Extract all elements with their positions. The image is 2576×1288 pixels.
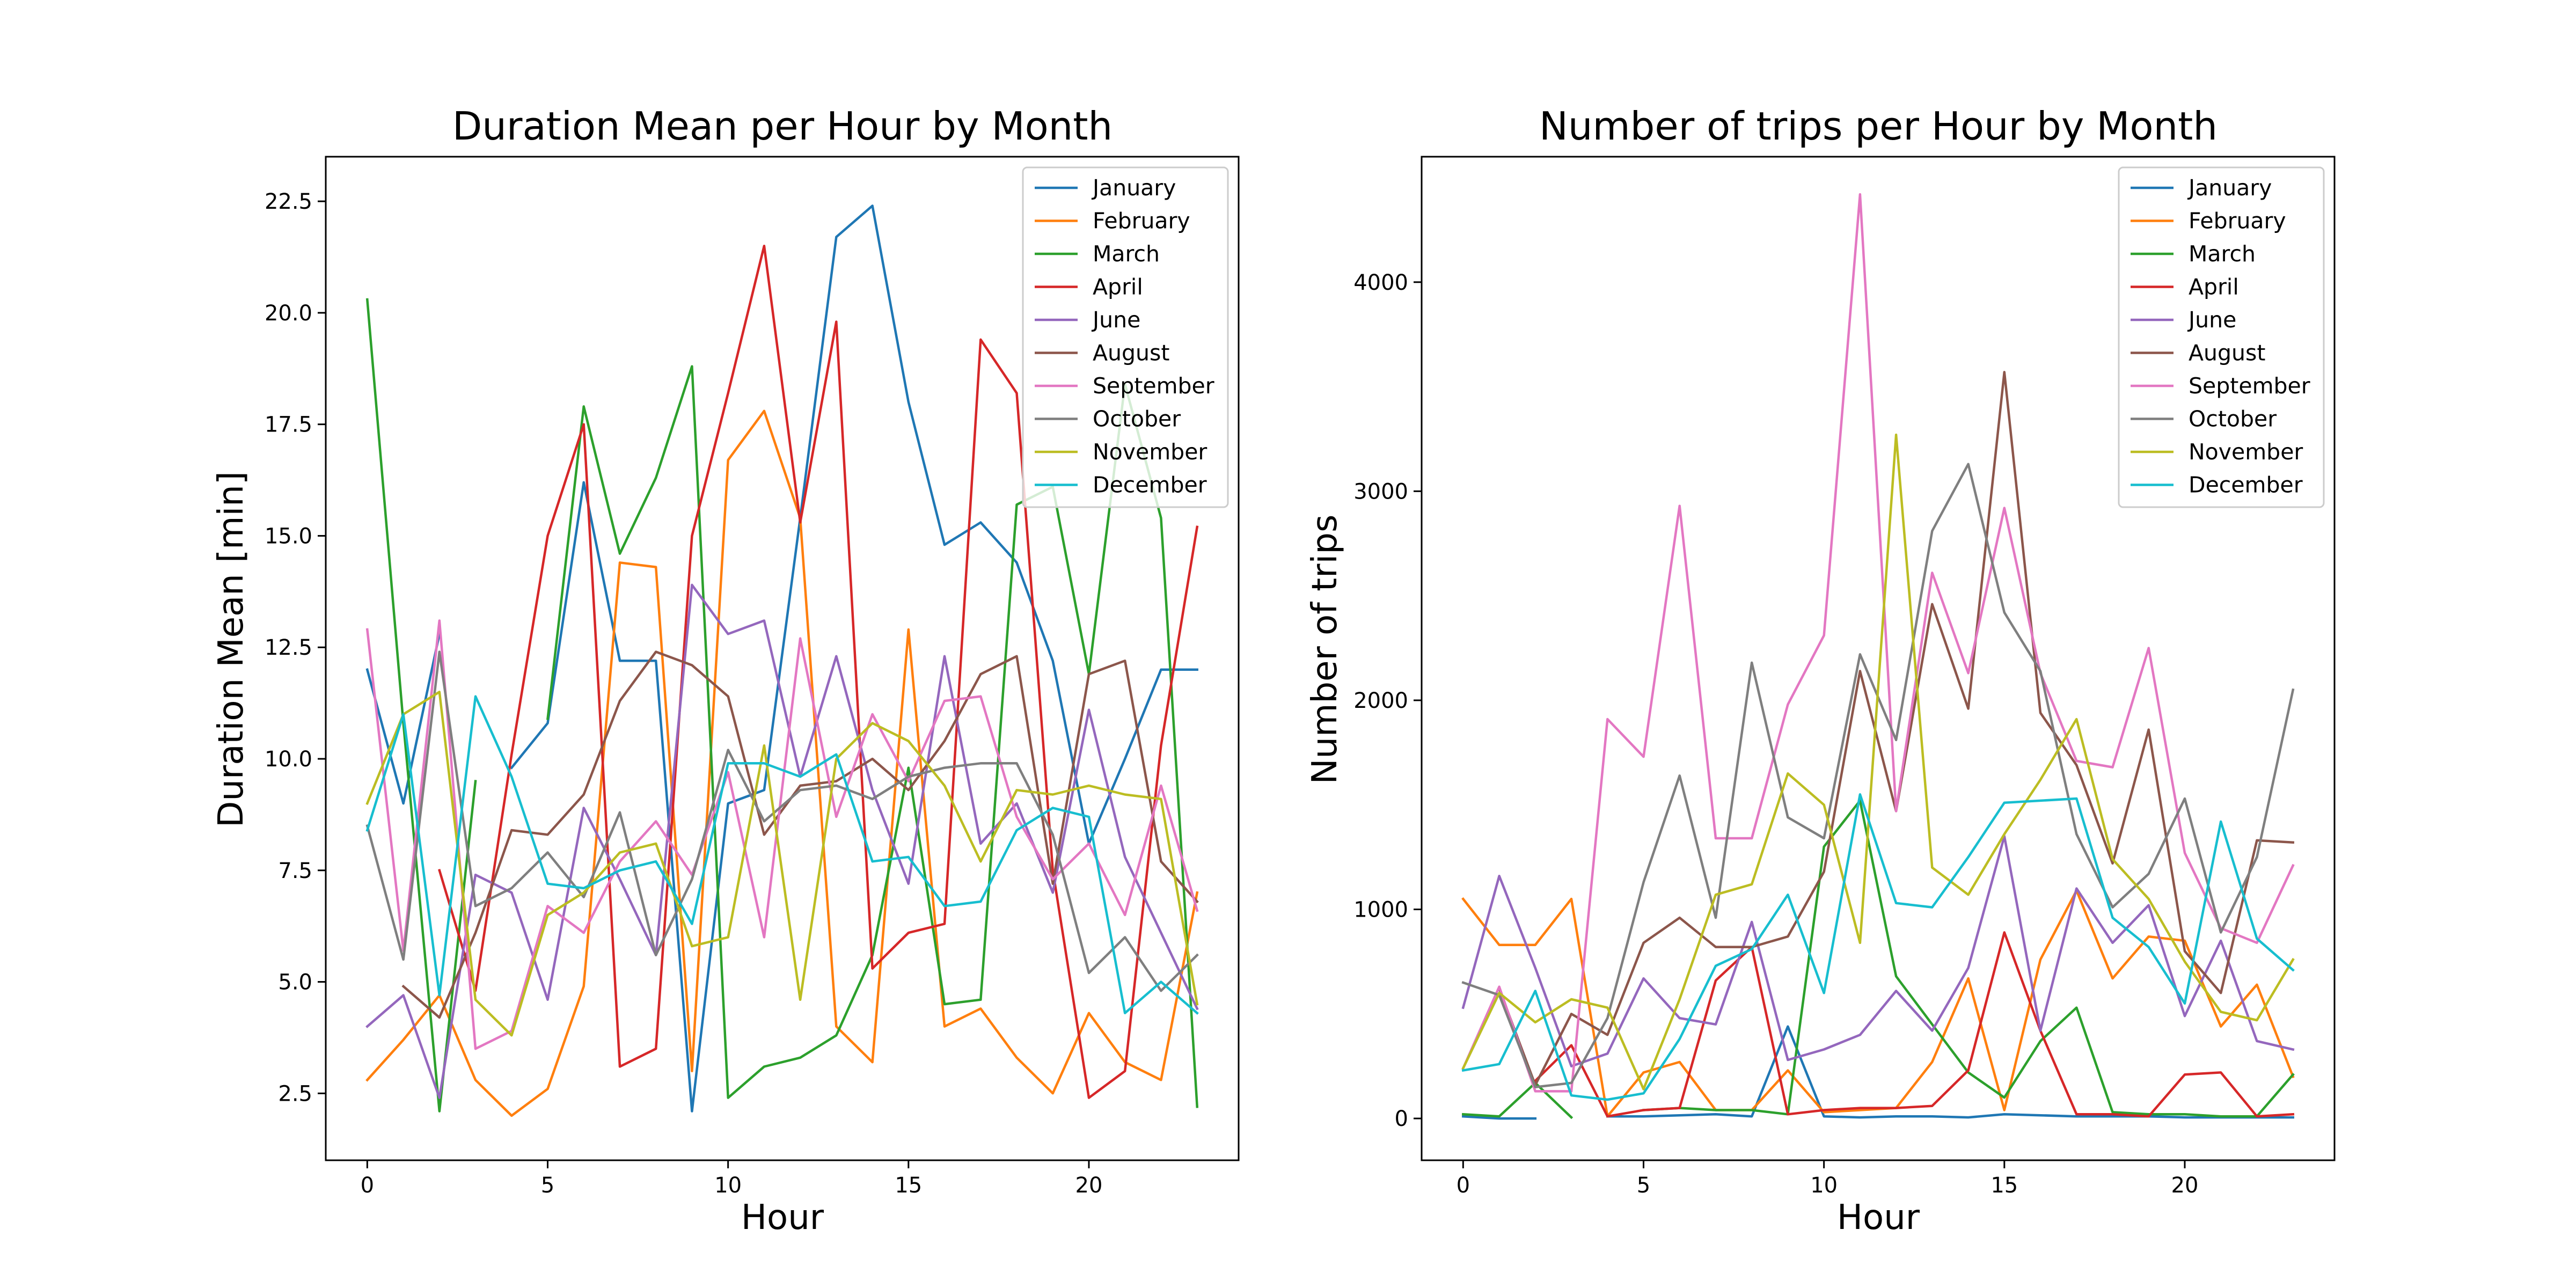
legend-label: January bbox=[1091, 175, 1176, 201]
x-axis-label: Hour bbox=[1837, 1198, 1920, 1238]
legend: January February March April June August Septe… bbox=[1022, 166, 1229, 508]
legend-label: June bbox=[1091, 307, 1140, 333]
y-tick-label: 1000 bbox=[1353, 898, 1408, 923]
series-october bbox=[365, 650, 1199, 992]
series-january bbox=[1461, 1025, 2294, 1120]
legend-label: March bbox=[2189, 241, 2256, 267]
y-tick-label: 10.0 bbox=[265, 747, 312, 772]
chart-title: Duration Mean per Hour by Month bbox=[452, 104, 1113, 149]
series-december bbox=[1461, 793, 2295, 1101]
series-line bbox=[1461, 793, 2295, 1101]
series-line bbox=[1461, 1115, 1537, 1120]
series-line bbox=[365, 409, 1199, 1117]
series-line bbox=[401, 650, 1199, 1019]
legend-label: December bbox=[1093, 472, 1207, 498]
series-august bbox=[401, 650, 1199, 1019]
x-tick-label: 10 bbox=[1810, 1173, 1838, 1198]
legend: January February March April June August Septe… bbox=[2118, 166, 2325, 508]
series-line bbox=[365, 691, 1199, 1037]
x-tick-label: 5 bbox=[1637, 1173, 1650, 1198]
y-tick-label: 2000 bbox=[1353, 689, 1408, 713]
y-tick-label: 12.5 bbox=[265, 635, 312, 660]
series-september bbox=[1461, 193, 2295, 1093]
legend-label: August bbox=[2189, 340, 2265, 366]
series-january bbox=[365, 204, 1198, 1113]
trip-count-chart: Number of trips per Hour by Month Hour N… bbox=[1305, 104, 2336, 1238]
legend-label: June bbox=[2187, 307, 2236, 333]
legend-label: March bbox=[1093, 241, 1160, 267]
legend-label: October bbox=[2189, 406, 2277, 432]
plot-frame bbox=[1421, 156, 2336, 1161]
series-line bbox=[1606, 1025, 2294, 1119]
plot-lines bbox=[1461, 193, 2295, 1120]
x-tick-label: 10 bbox=[714, 1173, 742, 1198]
y-tick-label: 0 bbox=[1395, 1107, 1408, 1131]
x-tick-label: 15 bbox=[1990, 1173, 2018, 1198]
y-tick-label: 2.5 bbox=[278, 1081, 312, 1106]
series-april bbox=[437, 244, 1199, 1099]
series-line bbox=[437, 244, 1199, 1099]
chart-title: Number of trips per Hour by Month bbox=[1539, 104, 2218, 149]
y-axis-label: Duration Mean [min] bbox=[211, 471, 251, 828]
series-line bbox=[510, 204, 1198, 1113]
series-line bbox=[1461, 835, 2295, 1067]
y-tick-label: 7.5 bbox=[278, 859, 312, 883]
series-line bbox=[1533, 931, 2295, 1118]
series-december bbox=[365, 695, 1199, 1015]
duration-mean-chart: Duration Mean per Hour by Month Hour Dur… bbox=[211, 104, 1240, 1238]
y-tick-label: 15.0 bbox=[265, 524, 312, 548]
y-tick-label: 17.5 bbox=[265, 413, 312, 437]
y-axis-label: Number of trips bbox=[1305, 515, 1345, 785]
legend-label: February bbox=[1093, 208, 1190, 234]
x-tick-label: 20 bbox=[2171, 1173, 2199, 1198]
series-june bbox=[1461, 835, 2295, 1067]
series-line bbox=[365, 298, 477, 1113]
x-tick-label: 20 bbox=[1075, 1173, 1103, 1198]
legend-label: April bbox=[2189, 274, 2239, 300]
x-tick-label: 5 bbox=[541, 1173, 554, 1198]
series-november bbox=[365, 691, 1199, 1037]
plot-frame bbox=[325, 156, 1240, 1161]
tick-group: 0 5 10 15 20 2.5 5.0 7.5 10.0 12.5 15.0 17.5 20.0 22.… bbox=[265, 189, 1102, 1198]
legend-label: January bbox=[2187, 175, 2272, 201]
legend-label: February bbox=[2189, 208, 2286, 234]
y-tick-label: 20.0 bbox=[265, 301, 312, 326]
legend-box bbox=[2118, 166, 2325, 508]
series-november bbox=[1461, 433, 2295, 1091]
y-tick-label: 3000 bbox=[1353, 479, 1408, 504]
series-line bbox=[365, 695, 1199, 1015]
x-tick-label: 0 bbox=[1457, 1173, 1470, 1198]
series-line bbox=[1461, 1081, 1574, 1119]
series-april bbox=[1533, 931, 2295, 1118]
series-line bbox=[365, 650, 1199, 992]
legend-label: September bbox=[1093, 373, 1214, 399]
series-line bbox=[365, 632, 441, 805]
x-tick-label: 0 bbox=[361, 1173, 374, 1198]
legend-label: August bbox=[1093, 340, 1169, 366]
series-line bbox=[1461, 433, 2295, 1091]
x-axis-label: Hour bbox=[741, 1198, 824, 1238]
legend-label: October bbox=[1093, 406, 1181, 432]
series-line bbox=[1461, 193, 2295, 1093]
legend-label: November bbox=[1093, 439, 1207, 465]
x-tick-label: 15 bbox=[895, 1173, 922, 1198]
plot-lines bbox=[365, 204, 1199, 1117]
legend-box bbox=[1022, 166, 1229, 508]
series-february bbox=[365, 409, 1199, 1117]
y-tick-label: 5.0 bbox=[278, 970, 312, 995]
series-line bbox=[365, 619, 1199, 1050]
legend-label: September bbox=[2189, 373, 2310, 399]
series-march bbox=[1461, 799, 2295, 1119]
series-line bbox=[1642, 799, 2295, 1118]
y-tick-label: 4000 bbox=[1353, 270, 1408, 295]
y-tick-label: 22.5 bbox=[265, 189, 312, 214]
legend-label: April bbox=[1093, 274, 1143, 300]
legend-label: November bbox=[2189, 439, 2303, 465]
tick-group: 0 5 10 15 20 0 1000 2000 3000 4000 bbox=[1353, 270, 2198, 1198]
series-september bbox=[365, 619, 1199, 1050]
legend-label: December bbox=[2189, 472, 2303, 498]
